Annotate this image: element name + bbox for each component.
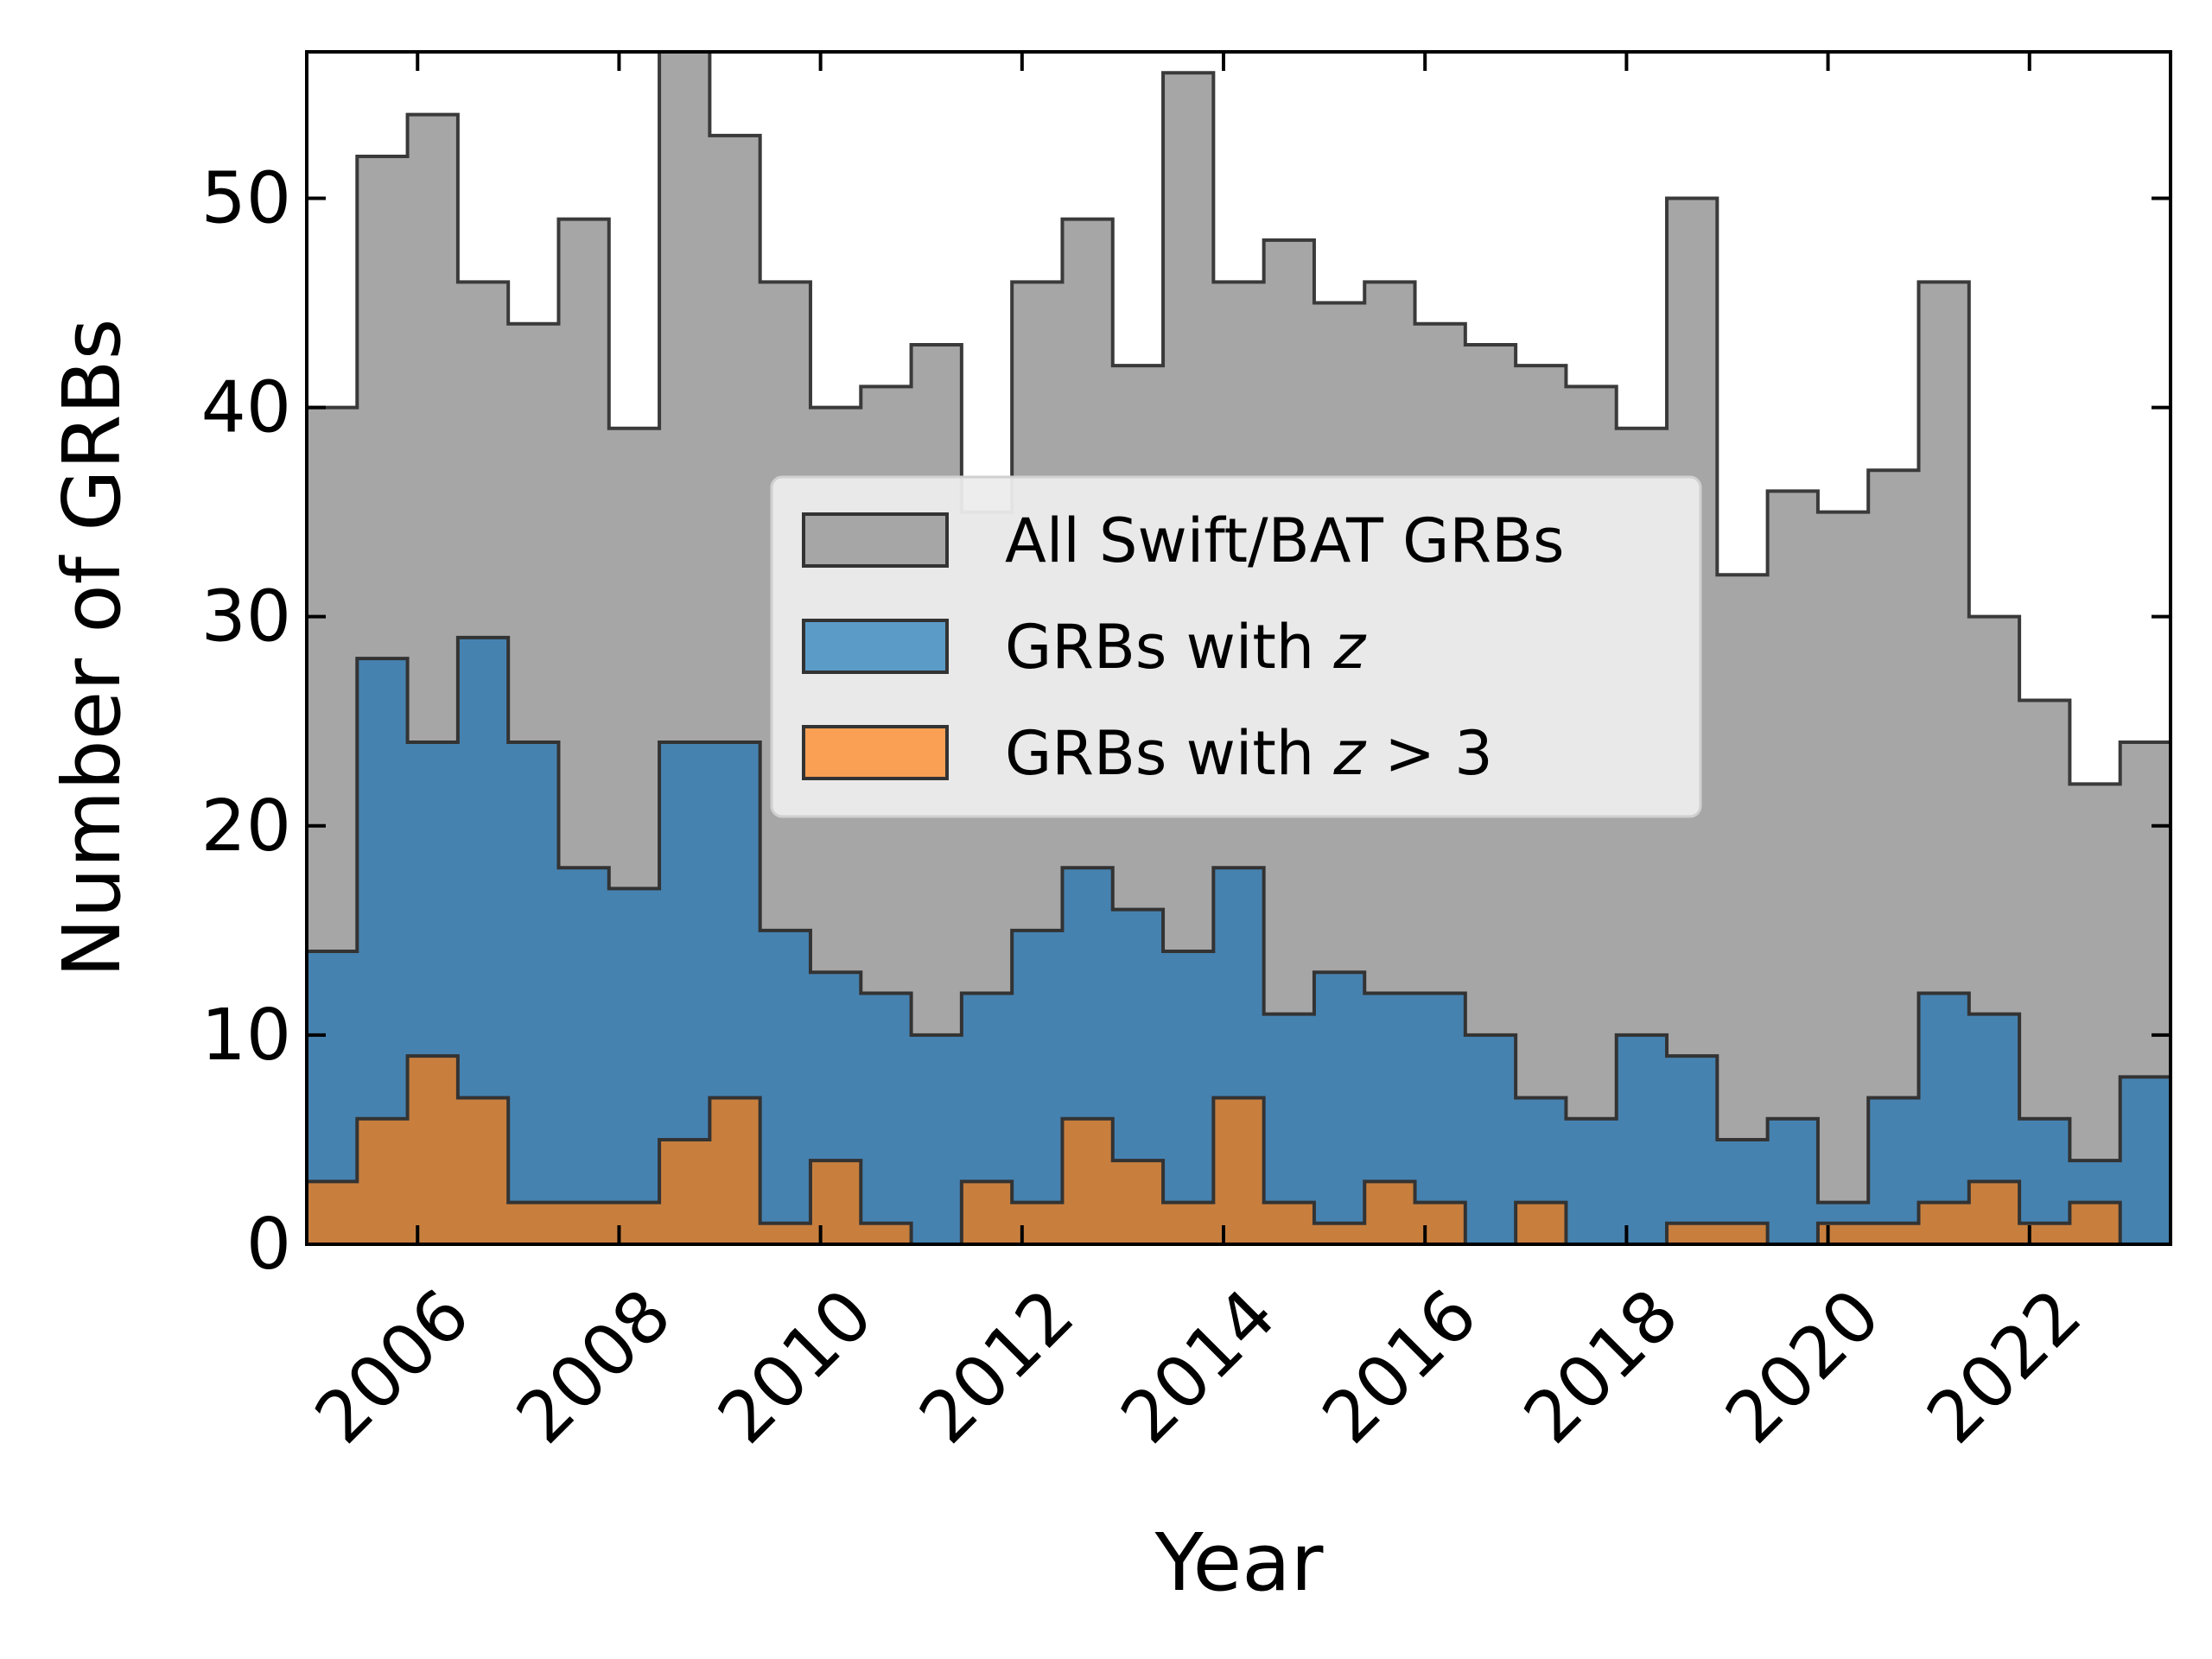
axis-ticks: [307, 52, 2171, 1246]
y-axis-title: Number of GRBs: [46, 319, 138, 978]
histogram-series-1: [305, 635, 2172, 1246]
x-axis-title: Year: [1154, 1516, 1324, 1609]
y-tick-label: 20: [201, 785, 291, 868]
y-tick-label: 10: [201, 995, 291, 1077]
legend-swatch-2: [802, 725, 949, 780]
y-tick-label: 50: [201, 157, 291, 239]
legend-label-2: GRBs with z > 3: [1005, 718, 1493, 789]
legend-label-1: GRBs with z: [1005, 612, 1367, 683]
legend-entries: All Swift/BAT GRBs GRBs with z GRBs with z…: [802, 505, 1564, 789]
legend-swatch-1: [802, 619, 949, 674]
y-tick-labels: 0 10 20 30 40 50: [201, 157, 291, 1286]
legend: All Swift/BAT GRBs GRBs with z GRBs with z…: [770, 475, 1702, 818]
y-tick-label: 40: [201, 367, 291, 449]
histogram-series-2: [305, 1054, 2171, 1246]
y-tick-label: 0: [246, 1204, 291, 1286]
legend-box: [770, 475, 1702, 818]
legend-label-0: All Swift/BAT GRBs: [1005, 505, 1564, 576]
legend-swatch-0: [802, 512, 949, 568]
plot-area-frame: [305, 50, 2172, 1246]
y-tick-label: 30: [201, 576, 291, 658]
